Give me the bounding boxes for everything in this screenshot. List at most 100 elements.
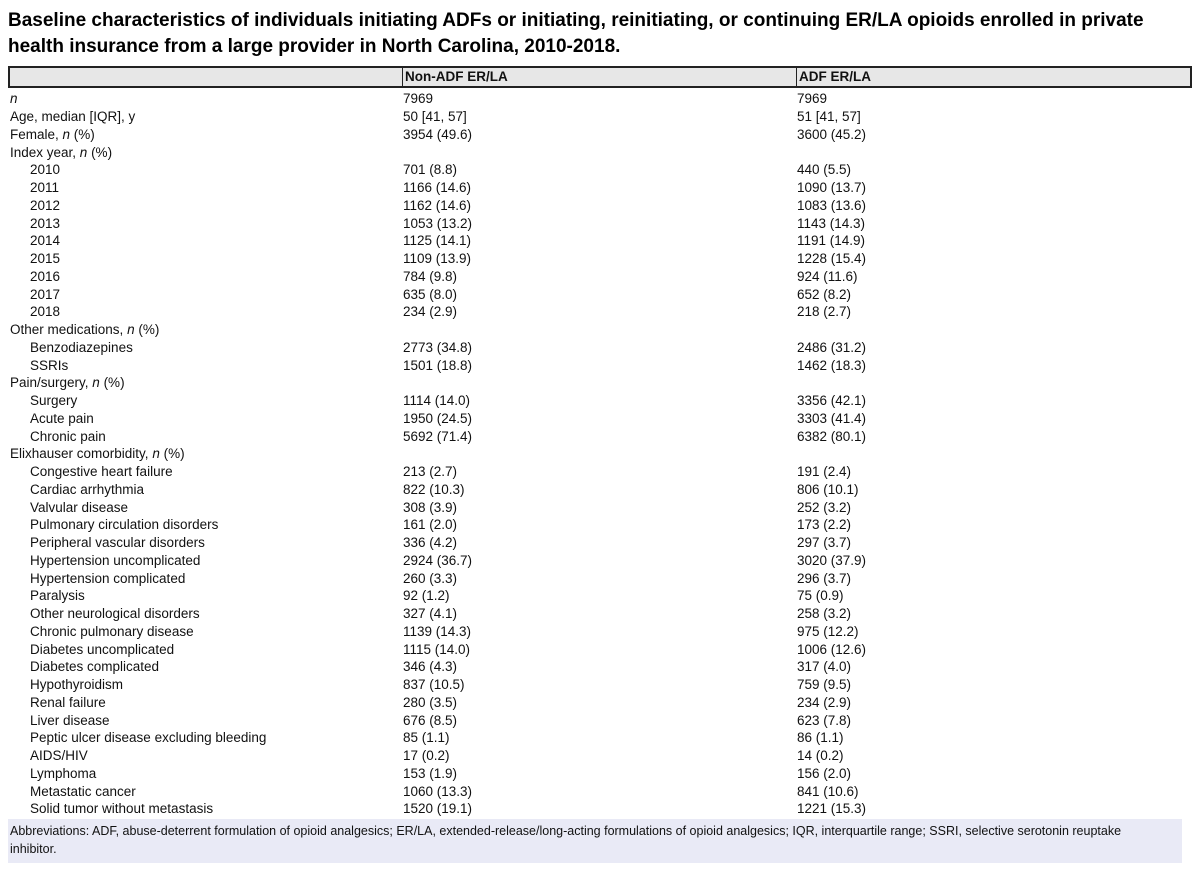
row-label: Diabetes complicated <box>30 659 160 675</box>
row-label: Surgery <box>30 393 78 409</box>
header-cell-non-adf: Non-ADF ER/LA <box>402 68 796 86</box>
table-row: Other neurological disorders 327 (4.1) 258… <box>8 605 1192 623</box>
table-row: Hypertension complicated 260 (3.3) 296 (3.… <box>8 569 1192 587</box>
table-row: 2018 234 (2.9) 218 (2.7) <box>8 303 1192 321</box>
adf-value: 1221 (15.3) <box>797 801 867 817</box>
adf-value: 1191 (14.9) <box>797 233 866 249</box>
adf-value: 3020 (37.9) <box>797 552 867 568</box>
adf-value: 75 (0.9) <box>797 588 844 604</box>
row-label: Peptic ulcer disease excluding bleeding <box>30 730 267 746</box>
row-label: Other neurological disorders <box>30 606 200 622</box>
row-label: 2014 <box>30 233 61 249</box>
non-adf-value: 50 [41, 57] <box>403 109 467 125</box>
header-cell-empty <box>10 68 402 86</box>
table-row: Hypertension uncomplicated 2924 (36.7) 302… <box>8 552 1192 570</box>
table-row: Liver disease 676 (8.5) 623 (7.8) <box>8 711 1192 729</box>
table-row: Peripheral vascular disorders 336 (4.2) 29… <box>8 534 1192 552</box>
table-row: Lymphoma 153 (1.9) 156 (2.0) <box>8 765 1192 783</box>
table-row: Peptic ulcer disease excluding bleeding 8… <box>8 729 1192 747</box>
row-label: 2017 <box>30 286 61 302</box>
non-adf-value: 153 (1.9) <box>403 765 458 781</box>
adf-value: 1083 (13.6) <box>797 197 867 213</box>
table-row: Acute pain 1950 (24.5) 3303 (41.4) <box>8 410 1192 428</box>
non-adf-value: 1060 (13.3) <box>403 783 473 799</box>
non-adf-value: 85 (1.1) <box>403 730 450 746</box>
row-label: Cardiac arrhythmia <box>30 481 145 497</box>
non-adf-value: 213 (2.7) <box>403 464 458 480</box>
table-row: Elixhauser comorbidity, n (%) <box>8 445 1192 463</box>
row-label: Hypertension complicated <box>30 570 186 586</box>
table-row: Renal failure 280 (3.5) 234 (2.9) <box>8 694 1192 712</box>
adf-value: 1143 (14.3) <box>797 215 866 231</box>
adf-value: 924 (11.6) <box>797 268 858 284</box>
non-adf-value: 2924 (36.7) <box>403 552 473 568</box>
adf-value: 1462 (18.3) <box>797 357 867 373</box>
row-label: 2018 <box>30 304 61 320</box>
non-adf-value: 1520 (19.1) <box>403 801 473 817</box>
adf-value: 173 (2.2) <box>797 517 852 533</box>
table-row: Pain/surgery, n (%) <box>8 374 1192 392</box>
row-label: n <box>10 91 18 107</box>
adf-value: 258 (3.2) <box>797 606 852 622</box>
adf-value: 156 (2.0) <box>797 765 852 781</box>
row-label: Age, median [IQR], y <box>10 109 136 125</box>
table-row: 2017 635 (8.0) 652 (8.2) <box>8 285 1192 303</box>
non-adf-value: 1125 (14.1) <box>403 233 472 249</box>
table-row: Paralysis 92 (1.2) 75 (0.9) <box>8 587 1192 605</box>
adf-value: 1228 (15.4) <box>797 251 867 267</box>
adf-value: 218 (2.7) <box>797 304 852 320</box>
adf-value: 623 (7.8) <box>797 712 852 728</box>
row-label: Pulmonary circulation disorders <box>30 517 219 533</box>
table-header-row: Non-ADF ER/LA ADF ER/LA <box>8 66 1192 88</box>
adf-value: 759 (9.5) <box>797 677 852 693</box>
table-row: Age, median [IQR], y 50 [41, 57] 51 [41, 5… <box>8 108 1192 126</box>
row-label: AIDS/HIV <box>30 748 88 764</box>
header-cell-adf: ADF ER/LA <box>796 68 1190 86</box>
row-label: Index year, n (%) <box>10 144 113 160</box>
row-label: Elixhauser comorbidity, n (%) <box>10 446 185 462</box>
row-label: Chronic pain <box>30 428 106 444</box>
non-adf-value: 1109 (13.9) <box>403 251 472 267</box>
row-label: Valvular disease <box>30 499 129 515</box>
non-adf-value: 327 (4.1) <box>403 606 458 622</box>
non-adf-value: 234 (2.9) <box>403 304 458 320</box>
table-row: Valvular disease 308 (3.9) 252 (3.2) <box>8 498 1192 516</box>
row-label: 2010 <box>30 162 61 178</box>
row-label: Other medications, n (%) <box>10 322 160 338</box>
row-label: Pain/surgery, n (%) <box>10 375 125 391</box>
row-label: 2015 <box>30 251 61 267</box>
adf-value: 191 (2.4) <box>797 464 852 480</box>
adf-value: 86 (1.1) <box>797 730 844 746</box>
table-row: Cardiac arrhythmia 822 (10.3) 806 (10.1) <box>8 481 1192 499</box>
non-adf-value: 280 (3.5) <box>403 694 458 710</box>
table-row: Chronic pain 5692 (71.4) 6382 (80.1) <box>8 427 1192 445</box>
table-row: 2016 784 (9.8) 924 (11.6) <box>8 268 1192 286</box>
table-row: Female, n (%) 3954 (49.6) 3600 (45.2) <box>8 126 1192 144</box>
non-adf-value: 1053 (13.2) <box>403 215 473 231</box>
non-adf-value: 1166 (14.6) <box>403 180 472 196</box>
non-adf-value: 701 (8.8) <box>403 162 458 178</box>
table-row: 2014 1125 (14.1) 1191 (14.9) <box>8 232 1192 250</box>
row-label: Metastatic cancer <box>30 783 136 799</box>
non-adf-value: 837 (10.5) <box>403 677 465 693</box>
adf-value: 7969 <box>797 91 828 107</box>
table-row: Other medications, n (%) <box>8 321 1192 339</box>
non-adf-value: 2773 (34.8) <box>403 339 473 355</box>
non-adf-value: 336 (4.2) <box>403 535 458 551</box>
row-label: Hypothyroidism <box>30 677 124 693</box>
non-adf-value: 161 (2.0) <box>403 517 458 533</box>
table-row: AIDS/HIV 17 (0.2) 14 (0.2) <box>8 747 1192 765</box>
adf-value: 440 (5.5) <box>797 162 852 178</box>
table-row: SSRIs 1501 (18.8) 1462 (18.3) <box>8 356 1192 374</box>
table-row: 2013 1053 (13.2) 1143 (14.3) <box>8 214 1192 232</box>
row-label: Acute pain <box>30 410 94 426</box>
non-adf-value: 5692 (71.4) <box>403 428 473 444</box>
non-adf-value: 3954 (49.6) <box>403 126 473 142</box>
row-label: Paralysis <box>30 588 85 604</box>
row-label: Chronic pulmonary disease <box>30 623 194 639</box>
adf-value: 51 [41, 57] <box>797 109 861 125</box>
non-adf-value: 17 (0.2) <box>403 748 450 764</box>
non-adf-value: 1950 (24.5) <box>403 410 473 426</box>
adf-value: 234 (2.9) <box>797 694 852 710</box>
table-row: Hypothyroidism 837 (10.5) 759 (9.5) <box>8 676 1192 694</box>
